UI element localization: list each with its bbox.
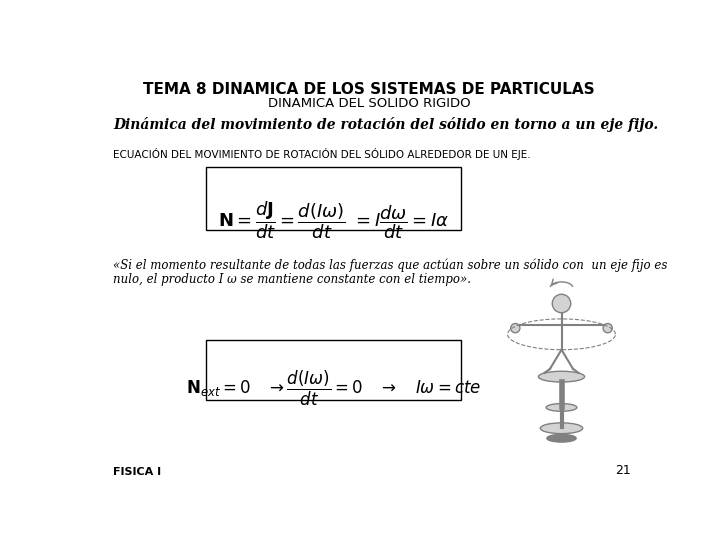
Text: «Si el momento resultante de todas las fuerzas que actúan sobre un sólido con  u: «Si el momento resultante de todas las f… xyxy=(113,259,667,272)
Text: ECUACIÓN DEL MOVIMIENTO DE ROTACIÓN DEL SÓLIDO ALREDEDOR DE UN EJE.: ECUACIÓN DEL MOVIMIENTO DE ROTACIÓN DEL … xyxy=(113,148,531,160)
Text: $\mathbf{N} = \dfrac{d\mathbf{J}}{dt} = \dfrac{d(I\omega)}{dt}\ = I\dfrac{d\omeg: $\mathbf{N} = \dfrac{d\mathbf{J}}{dt} = … xyxy=(218,200,449,241)
Text: Dinámica del movimiento de rotación del sólido en torno a un eje fijo.: Dinámica del movimiento de rotación del … xyxy=(113,117,659,132)
Ellipse shape xyxy=(546,403,577,411)
Text: DINAMICA DEL SOLIDO RIGIDO: DINAMICA DEL SOLIDO RIGIDO xyxy=(268,97,470,110)
Ellipse shape xyxy=(539,372,585,382)
Bar xyxy=(206,167,462,231)
Text: TEMA 8 DINAMICA DE LOS SISTEMAS DE PARTICULAS: TEMA 8 DINAMICA DE LOS SISTEMAS DE PARTI… xyxy=(143,82,595,97)
Ellipse shape xyxy=(540,423,582,434)
Text: FISICA I: FISICA I xyxy=(113,467,161,477)
Circle shape xyxy=(552,294,571,313)
Ellipse shape xyxy=(547,434,576,442)
Text: $\mathbf{N}_{ext} = 0 \quad \rightarrow \dfrac{d(I\omega)}{dt} = 0 \quad \righta: $\mathbf{N}_{ext} = 0 \quad \rightarrow … xyxy=(186,369,481,408)
Circle shape xyxy=(603,323,612,333)
Text: 21: 21 xyxy=(615,464,631,477)
Text: nulo, el producto I ω se mantiene constante con el tiempo».: nulo, el producto I ω se mantiene consta… xyxy=(113,273,472,286)
Circle shape xyxy=(510,323,520,333)
Bar xyxy=(206,340,462,400)
